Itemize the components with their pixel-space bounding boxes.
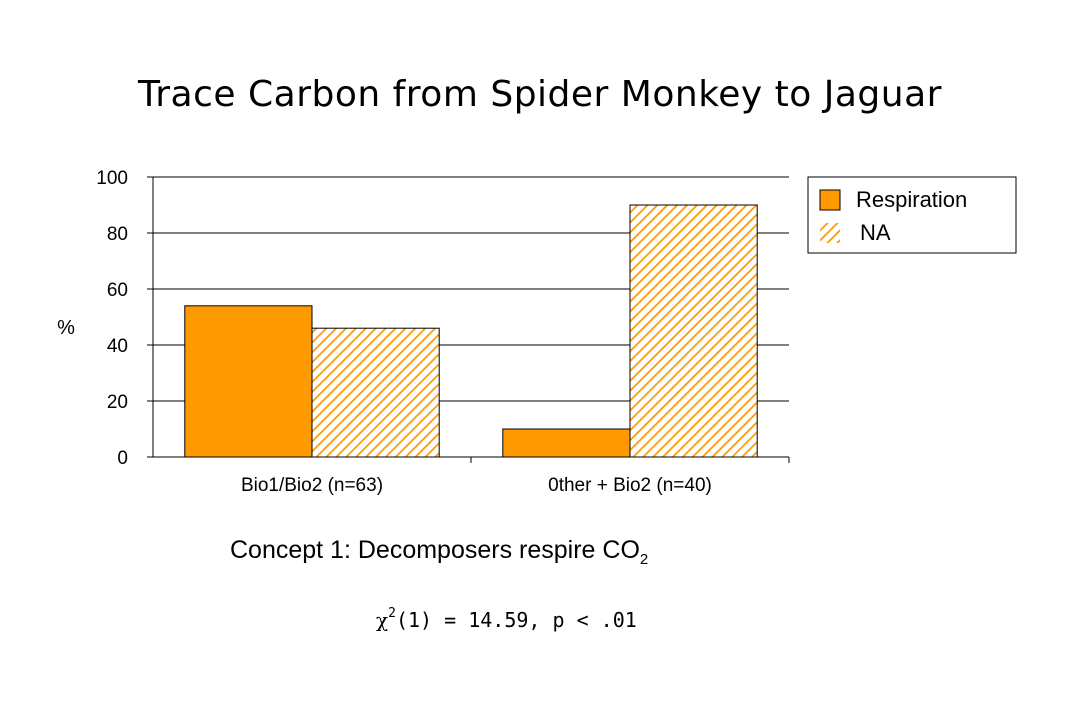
- bar-respiration-2: [502, 428, 631, 458]
- x-tick-labels: Bio1/Bio2 (n=63) 0ther + Bio2 (n=40): [241, 475, 712, 496]
- y-tick-label: 100: [96, 168, 128, 189]
- y-tick-labels: 0 20 40 60 80 100: [96, 168, 128, 469]
- y-tick-label: 80: [107, 224, 128, 245]
- legend-swatch-na: [820, 223, 840, 243]
- concept-caption: Concept 1: Decomposers respire CO2: [230, 536, 648, 568]
- statistic-text: (1) = 14.59, p < .01: [395, 608, 637, 632]
- caption-text: Concept 1: Decomposers respire CO: [230, 536, 640, 564]
- bar-respiration-1: [184, 305, 313, 458]
- bar-na-2: [629, 204, 758, 458]
- legend: Respiration NA: [807, 176, 1017, 254]
- y-tick-label: 0: [117, 448, 128, 469]
- legend-label-respiration: Respiration: [856, 187, 967, 212]
- y-tick-label: 20: [107, 392, 128, 413]
- y-tick-label: 40: [107, 336, 128, 357]
- bars: [184, 204, 758, 458]
- legend-label-na: NA: [860, 220, 891, 245]
- caption-subscript: 2: [639, 551, 649, 568]
- chi-superscript: 2: [388, 606, 396, 621]
- chi-symbol: χ: [376, 608, 389, 632]
- chi-square-statistic: χ2(1) = 14.59, p < .01: [376, 606, 637, 632]
- y-axis-label: %: [57, 317, 75, 339]
- x-tick-label: Bio1/Bio2 (n=63): [241, 475, 383, 496]
- legend-swatch-respiration: [819, 189, 841, 211]
- chart-title: Trace Carbon from Spider Monkey to Jagua…: [138, 74, 942, 115]
- bar-na-1: [311, 327, 440, 458]
- x-tick-label: 0ther + Bio2 (n=40): [548, 475, 712, 496]
- y-tick-label: 60: [107, 280, 128, 301]
